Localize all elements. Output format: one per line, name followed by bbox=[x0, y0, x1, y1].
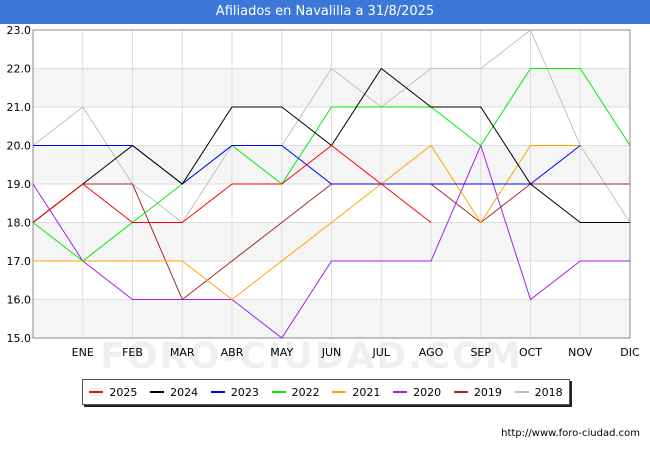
x-tick-label: ENE bbox=[72, 346, 94, 359]
legend-label: 2020 bbox=[413, 385, 442, 399]
y-tick-label: 17.0 bbox=[7, 255, 32, 268]
series-line-2021 bbox=[33, 144, 581, 301]
legend-label: 2018 bbox=[534, 385, 563, 399]
legend-swatch bbox=[453, 391, 468, 393]
legend-item-2019: 2019 bbox=[453, 385, 502, 399]
legend-label: 2021 bbox=[352, 385, 381, 399]
x-tick-label: JUN bbox=[321, 346, 342, 359]
legend-label: 2023 bbox=[230, 385, 259, 399]
y-tick-label: 22.0 bbox=[7, 63, 32, 76]
series-line-2025 bbox=[32, 144, 432, 223]
legend-item-2025: 2025 bbox=[89, 386, 137, 399]
chart-title: Afiliados en Navalilla a 31/8/2025 bbox=[0, 0, 650, 24]
y-tick-label: 19.0 bbox=[7, 178, 32, 191]
legend-swatch bbox=[332, 391, 347, 393]
source-credit: http://www.foro-ciudad.com bbox=[501, 428, 640, 439]
legend-item-2018: 2018 bbox=[514, 385, 563, 399]
series-line-2020 bbox=[32, 144, 630, 339]
legend-swatch bbox=[271, 391, 286, 393]
legend-item-2020: 2020 bbox=[393, 386, 441, 399]
legend-swatch bbox=[393, 391, 408, 393]
x-tick-label: AGO bbox=[419, 346, 444, 359]
legend-item-2021: 2021 bbox=[332, 386, 380, 399]
legend-label: 2024 bbox=[170, 385, 199, 399]
legend-item-2022: 2022 bbox=[271, 385, 320, 399]
x-tick-label: FEB bbox=[122, 346, 143, 359]
legend-swatch bbox=[210, 391, 225, 393]
legend-label: 2019 bbox=[473, 385, 502, 399]
x-tick-label: MAR bbox=[170, 346, 195, 359]
y-tick-label: 15.0 bbox=[7, 332, 32, 345]
legend-label: 2025 bbox=[109, 385, 138, 399]
x-tick-label: MAY bbox=[270, 346, 293, 359]
y-tick-label: 18.0 bbox=[7, 217, 32, 230]
x-tick-label: JUL bbox=[372, 346, 391, 359]
y-tick-label: 21.0 bbox=[7, 101, 32, 114]
legend: 2025 2024 2023 2022 2021 2020 2019 2018 bbox=[82, 379, 570, 405]
x-tick-label: NOV bbox=[568, 346, 593, 359]
x-tick-label: ABR bbox=[221, 346, 244, 359]
x-tick-label: SEP bbox=[470, 346, 491, 359]
watermark: FORO-CIUDAD.COM bbox=[100, 336, 522, 377]
legend-label: 2022 bbox=[291, 385, 320, 399]
x-tick-label: DIC bbox=[620, 346, 640, 359]
x-tick-label: OCT bbox=[519, 346, 542, 359]
legend-swatch bbox=[89, 391, 104, 393]
y-tick-label: 20.0 bbox=[7, 140, 32, 153]
legend-item-2024: 2024 bbox=[150, 386, 198, 399]
y-tick-label: 23.0 bbox=[7, 24, 32, 37]
legend-swatch bbox=[514, 391, 529, 393]
legend-swatch bbox=[150, 391, 165, 393]
y-tick-label: 16.0 bbox=[7, 294, 32, 307]
legend-item-2023: 2023 bbox=[210, 385, 259, 399]
